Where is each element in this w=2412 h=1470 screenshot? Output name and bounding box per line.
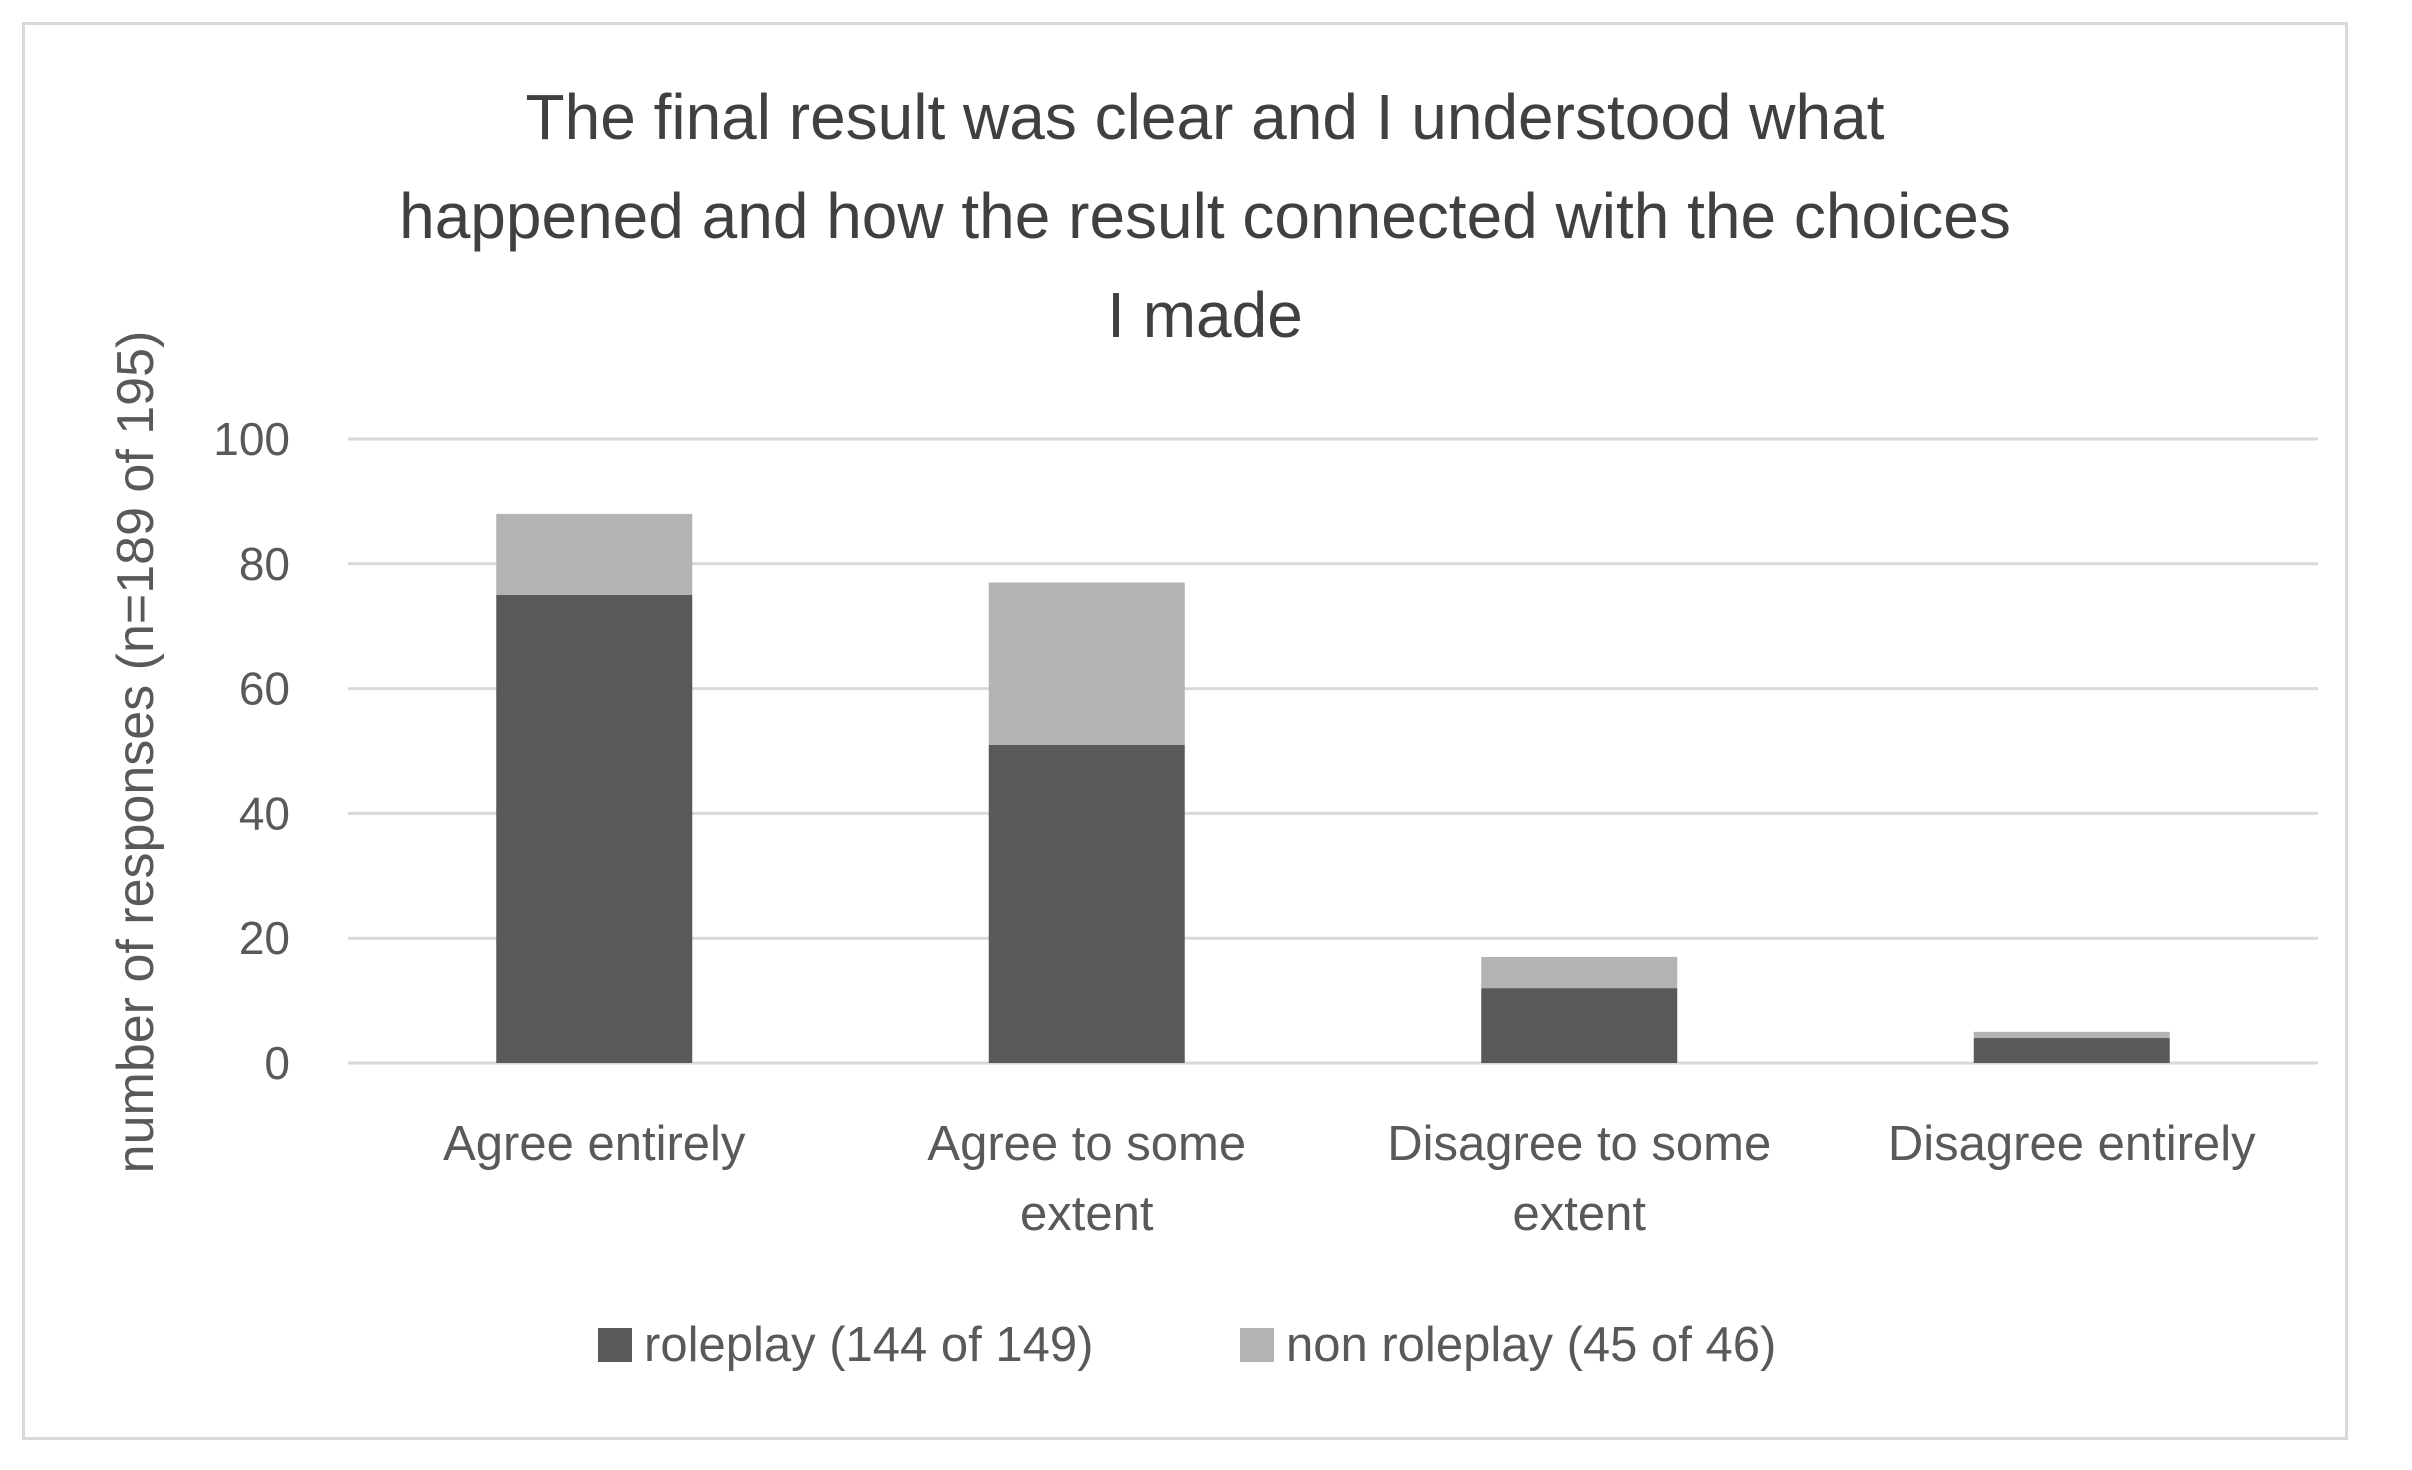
legend-swatch [1240,1328,1274,1362]
x-category-label: extent [1513,1187,1647,1241]
bar-segment-non-roleplay [988,582,1185,745]
x-axis-categories: Agree entirely Agree to some extent Disagre… [443,1117,2256,1241]
bar-segment-non-roleplay [1481,956,1678,989]
chart-frame [22,22,2348,1440]
y-tick-label: 20 [239,912,290,964]
legend-label: non roleplay (45 of 46) [1286,1318,1776,1372]
bar-segment-roleplay [1481,988,1678,1063]
y-axis-title-text: number of responses (n=189 of 195) [107,331,165,1174]
x-category-label: Disagree to some [1387,1117,1771,1171]
y-axis-title: number of responses (n=189 of 195) [107,331,165,1174]
chart-title: The final result was clear and I underst… [399,81,2011,351]
chart-title-line: happened and how the result connected wi… [399,180,2011,252]
y-tick-label: 40 [239,787,290,839]
legend-swatch [598,1328,632,1362]
bar-segment-roleplay [988,744,1185,1063]
chart-title-line: I made [1107,279,1303,351]
chart-title-line: The final result was clear and I underst… [526,81,1885,153]
x-category-label: Disagree entirely [1888,1117,2256,1171]
y-tick-label: 80 [239,538,290,590]
bars [496,513,2170,1063]
bar-segment-roleplay [496,595,693,1063]
x-category-label: Agree to some [927,1117,1246,1171]
y-tick-label: 100 [213,413,290,465]
y-tick-label: 0 [264,1037,290,1089]
bar-segment-non-roleplay [496,513,693,595]
bar-segment-roleplay [1973,1038,2170,1063]
legend: roleplay (144 of 149) non roleplay (45 of… [598,1318,1776,1372]
y-axis-ticks: 0 20 40 60 80 100 [213,413,290,1089]
x-category-label: Agree entirely [443,1117,746,1171]
legend-label: roleplay (144 of 149) [644,1318,1093,1372]
y-tick-label: 60 [239,663,290,715]
bar-segment-non-roleplay [1973,1031,2170,1039]
x-category-label: extent [1020,1187,1154,1241]
